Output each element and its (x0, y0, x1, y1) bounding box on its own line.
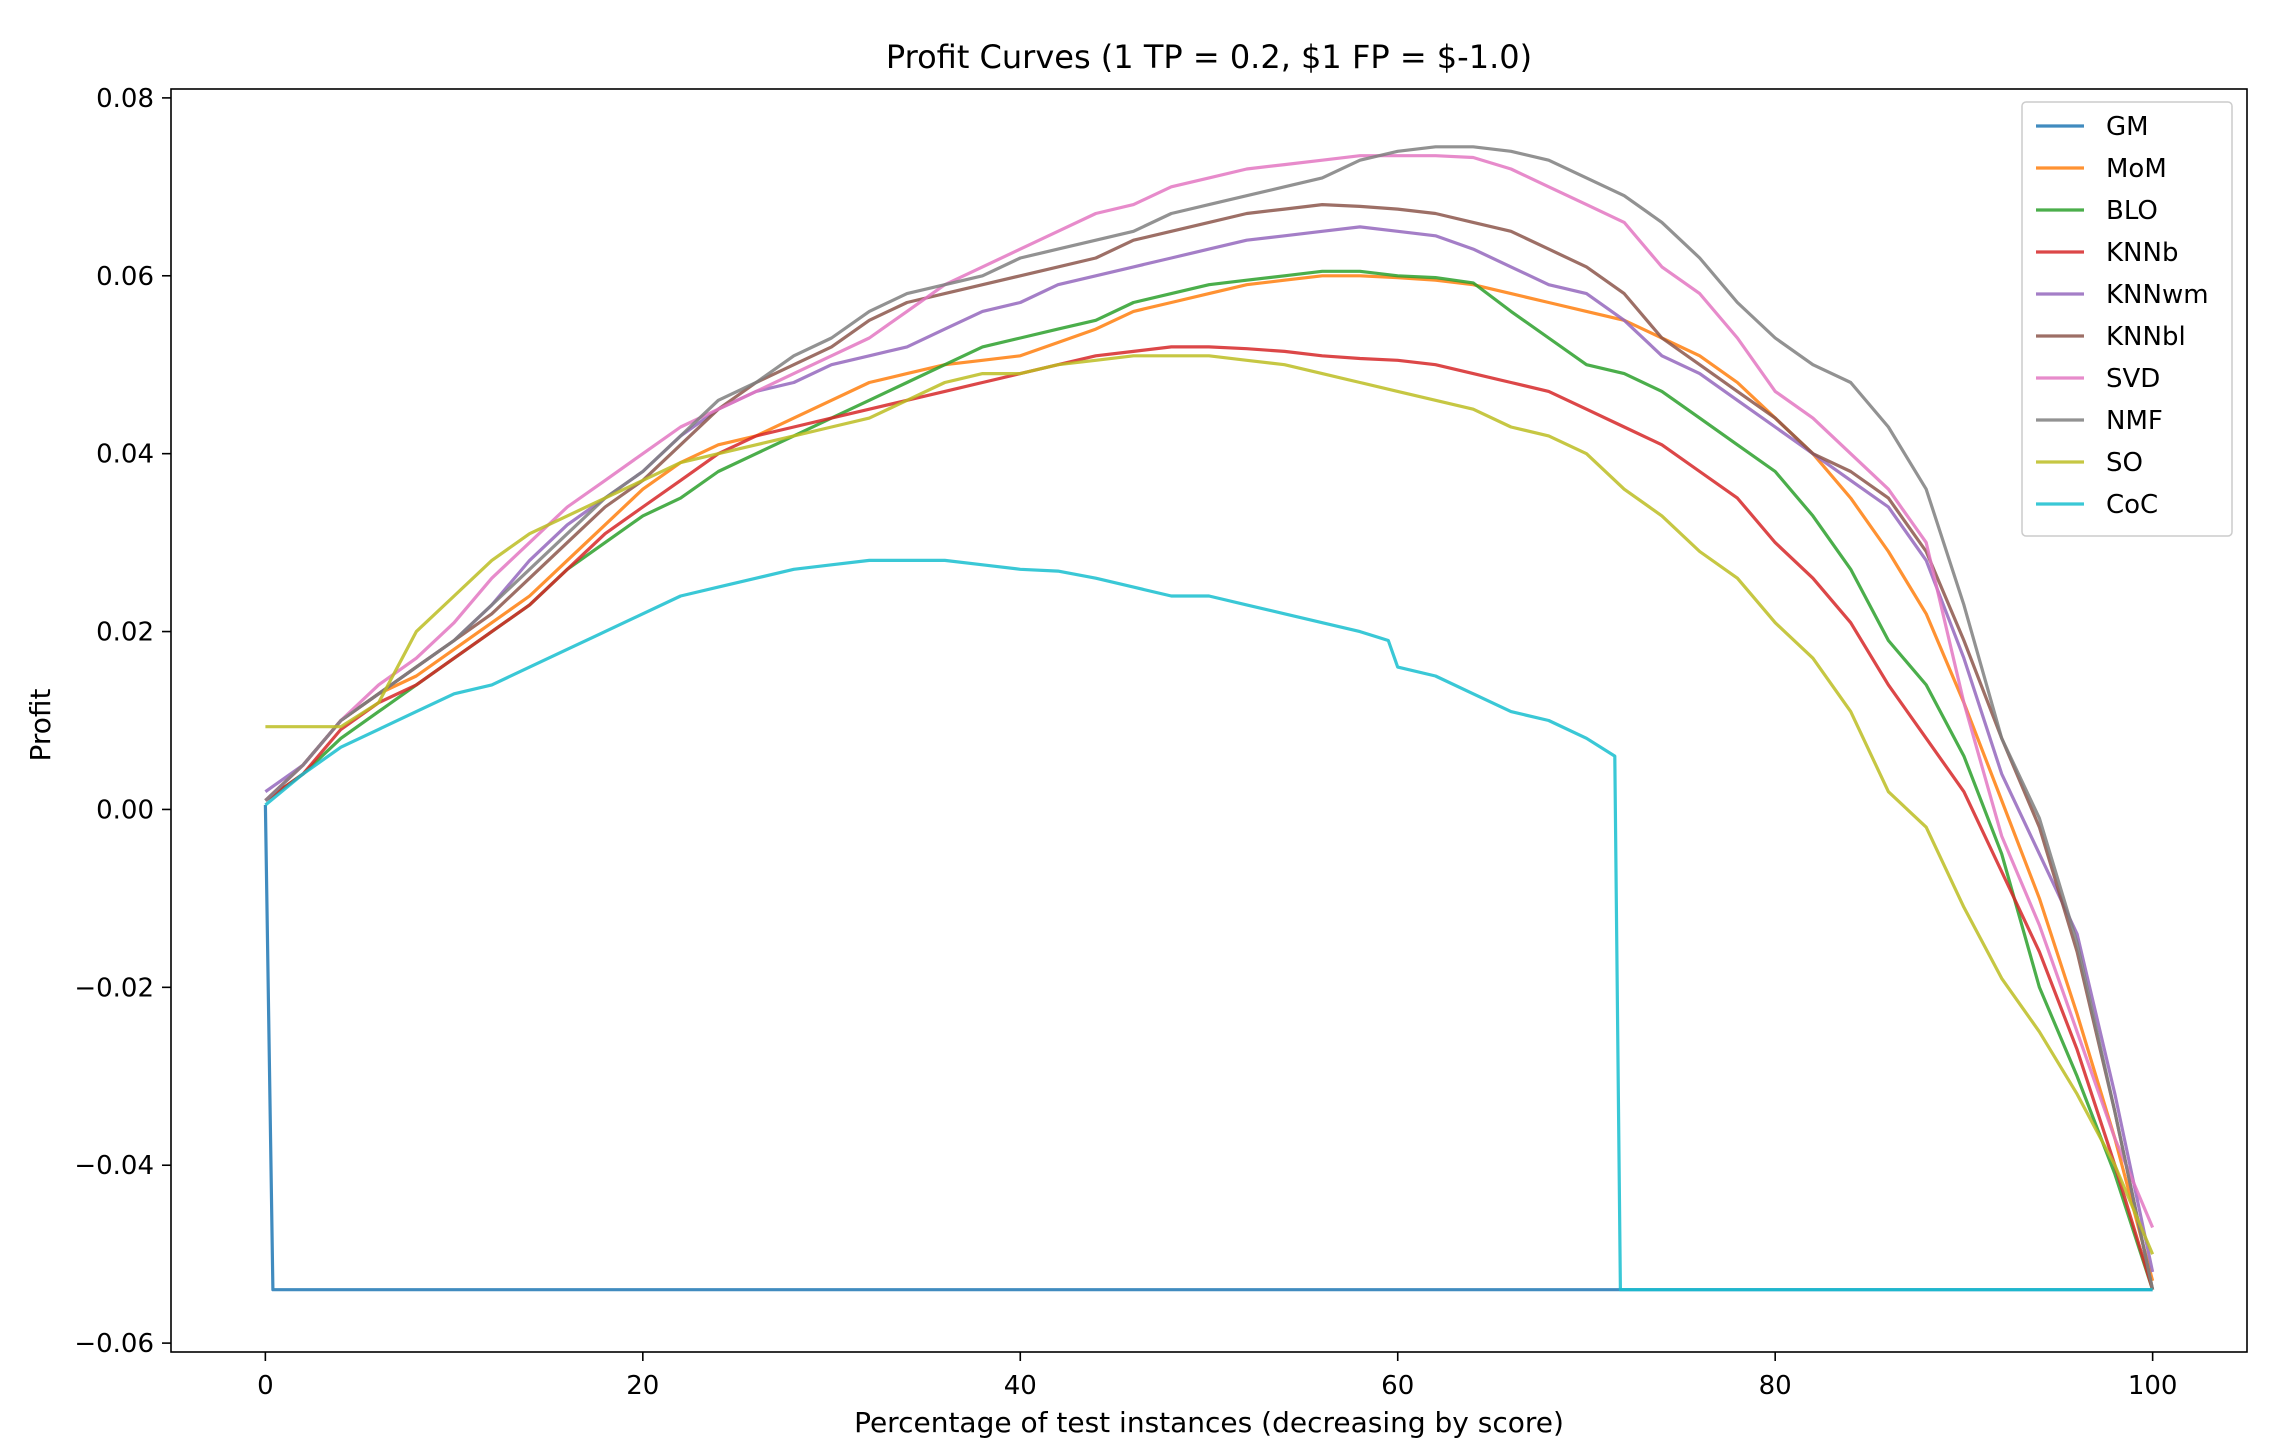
legend: GM MoM BLO KNNb KNNwm KNNbl SVD NMF SO CoC (2021, 101, 2233, 537)
y-tick-label: 0.08 (96, 84, 154, 114)
x-tick-label: 60 (1381, 1371, 1414, 1401)
legend-label: NMF (2106, 406, 2163, 436)
legend-label: KNNbl (2106, 322, 2186, 352)
y-axis-label: Profit (24, 688, 57, 761)
axes-frame (170, 88, 2248, 1353)
series-line-blo (264, 269, 2155, 1291)
series-line-gm (263, 804, 2153, 1292)
series-line-so (265, 354, 2155, 1255)
legend-label: BLO (2106, 196, 2158, 226)
legend-label: GM (2106, 112, 2149, 142)
series-line-knnwm (264, 225, 2155, 1273)
series-line-knnbl (264, 203, 2155, 1291)
y-tick-label: 0.04 (96, 440, 154, 470)
series-line-svd (264, 154, 2155, 1229)
x-tick-label: 40 (1004, 1371, 1037, 1401)
x-tick-label: 100 (2128, 1371, 2178, 1401)
series-line-knnb (264, 345, 2155, 1291)
y-tick-label: −0.02 (74, 973, 154, 1003)
y-tick-label: 0.02 (96, 618, 154, 648)
legend-label: CoC (2106, 490, 2158, 520)
plot-area: 0 20 40 60 80 100 −0.06 −0.04 −0.02 0.00 0.02 0.04 0… (74, 84, 2248, 1401)
legend-label: KNNwm (2106, 280, 2209, 310)
x-tick-label: 20 (626, 1371, 659, 1401)
y-tick-label: −0.04 (74, 1151, 154, 1181)
x-axis-label: Percentage of test instances (decreasing… (854, 1406, 1564, 1439)
chart-title: Profit Curves (1 TP = 0.2, $1 FP = $-1.0… (886, 38, 1532, 76)
series-line-coc (264, 558, 2153, 1292)
legend-label: SO (2106, 448, 2143, 478)
x-tick-label: 80 (1759, 1371, 1792, 1401)
y-tick-label: 0.06 (96, 262, 154, 292)
legend-label: MoM (2106, 154, 2167, 184)
series-line-mom (264, 274, 2155, 1282)
legend-label: SVD (2106, 364, 2160, 394)
x-tick-label: 0 (257, 1371, 274, 1401)
y-tick-label: 0.00 (96, 795, 154, 825)
legend-label: KNNb (2106, 238, 2178, 268)
y-tick-label: −0.06 (74, 1329, 154, 1359)
series-line-nmf (264, 145, 2155, 1291)
